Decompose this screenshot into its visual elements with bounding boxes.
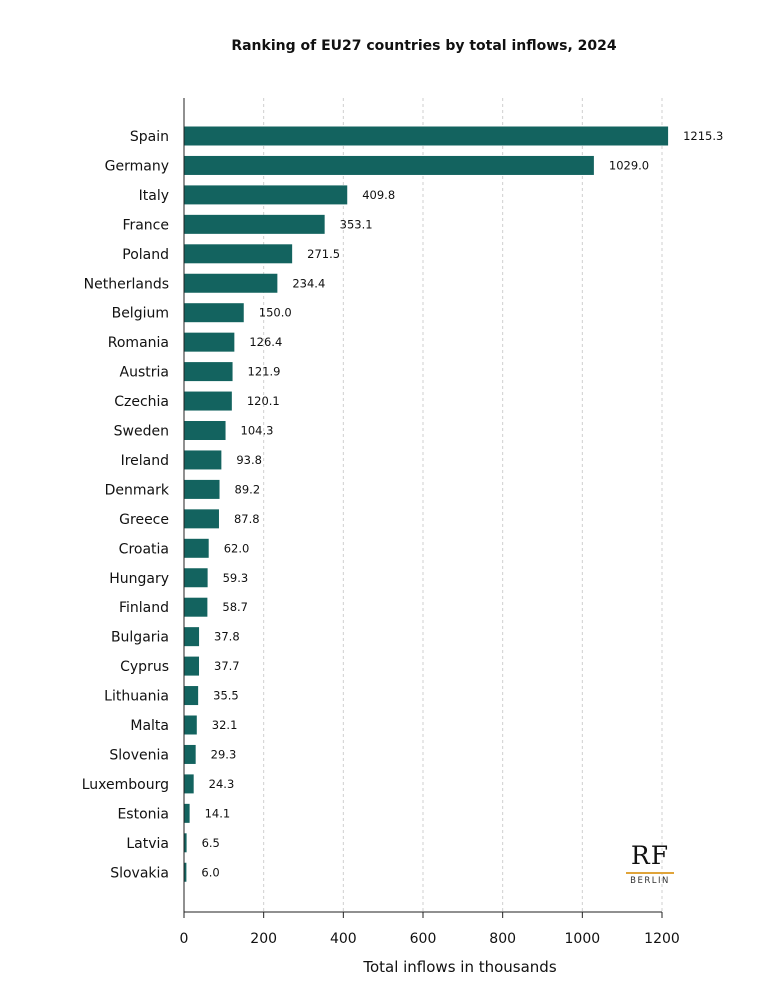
- category-label: Czechia: [114, 394, 169, 410]
- category-label: Malta: [130, 718, 169, 734]
- value-label: 37.7: [214, 659, 240, 673]
- bar: [184, 450, 222, 470]
- logo-subtext: BERLIN: [630, 876, 670, 886]
- value-label: 120.1: [247, 394, 280, 408]
- value-label: 271.5: [307, 247, 340, 261]
- bar: [184, 214, 325, 234]
- value-label: 93.8: [236, 453, 262, 467]
- bar: [184, 479, 220, 499]
- logo: RF BERLIN: [622, 842, 678, 886]
- category-label: Netherlands: [84, 276, 169, 292]
- value-label: 89.2: [235, 482, 261, 496]
- category-label: Bulgaria: [111, 630, 169, 646]
- bar: [184, 538, 209, 558]
- bar: [184, 862, 187, 882]
- category-label: Hungary: [109, 571, 169, 587]
- category-label: Croatia: [119, 541, 169, 557]
- x-tick-label: 800: [489, 931, 516, 947]
- value-label: 35.5: [213, 689, 239, 703]
- category-label: Finland: [119, 600, 169, 616]
- value-label: 32.1: [212, 718, 238, 732]
- bar: [184, 332, 235, 352]
- bar: [184, 686, 199, 706]
- bar: [184, 185, 348, 205]
- value-label: 58.7: [222, 600, 248, 614]
- bar: [184, 155, 594, 175]
- category-label: Latvia: [126, 836, 169, 852]
- x-tick-label: 200: [250, 931, 277, 947]
- category-label: Estonia: [117, 806, 169, 822]
- value-label: 24.3: [209, 777, 235, 791]
- category-label: Ireland: [121, 453, 169, 469]
- bar: [184, 244, 293, 264]
- logo-text: RF: [630, 841, 670, 870]
- value-label: 29.3: [211, 747, 237, 761]
- category-label: Poland: [122, 247, 169, 263]
- category-label: Austria: [120, 365, 169, 381]
- bar: [184, 362, 233, 382]
- bar: [184, 833, 187, 853]
- value-label: 409.8: [362, 188, 395, 202]
- x-tick-label: 400: [330, 931, 357, 947]
- x-tick-label: 0: [180, 931, 189, 947]
- category-label: Cyprus: [120, 659, 169, 675]
- category-label: Italy: [139, 188, 169, 204]
- value-label: 1215.3: [683, 129, 723, 143]
- value-label: 126.4: [249, 335, 282, 349]
- x-tick-label: 1200: [644, 931, 680, 947]
- bar: [184, 774, 194, 794]
- bar: [184, 391, 232, 411]
- bar: [184, 656, 200, 676]
- value-label: 234.4: [292, 276, 325, 290]
- category-label: France: [122, 217, 169, 233]
- bar: [184, 597, 208, 617]
- category-label: Denmark: [105, 482, 170, 498]
- bar: [184, 421, 226, 440]
- category-label: Greece: [119, 512, 169, 528]
- bar: [184, 568, 208, 588]
- value-label: 6.5: [202, 836, 220, 850]
- bar: [184, 803, 190, 823]
- value-label: 6.0: [201, 865, 219, 879]
- chart-title: Ranking of EU27 countries by total inflo…: [231, 38, 617, 54]
- x-axis-label: Total inflows in thousands: [363, 958, 557, 976]
- x-tick-label: 1000: [565, 931, 601, 947]
- category-label: Spain: [130, 129, 169, 145]
- logo-divider: [626, 872, 674, 874]
- value-label: 62.0: [224, 541, 250, 555]
- bar: [184, 303, 244, 323]
- bar: [184, 744, 196, 764]
- value-label: 14.1: [205, 806, 231, 820]
- bar: [184, 715, 197, 735]
- value-label: 59.3: [223, 571, 249, 585]
- value-label: 150.0: [259, 306, 292, 320]
- bar: [184, 126, 669, 146]
- category-label: Lithuania: [104, 689, 169, 705]
- category-label: Belgium: [112, 306, 169, 322]
- category-label: Romania: [108, 335, 169, 351]
- value-label: 353.1: [340, 217, 373, 231]
- bar: [184, 509, 219, 529]
- category-label: Luxembourg: [82, 777, 169, 793]
- category-label: Slovenia: [109, 747, 169, 763]
- value-label: 87.8: [234, 512, 260, 526]
- value-label: 37.8: [214, 630, 240, 644]
- value-label: 1029.0: [609, 158, 649, 172]
- value-label: 104.3: [241, 424, 274, 438]
- x-tick-label: 600: [410, 931, 437, 947]
- bar: [184, 627, 200, 647]
- category-label: Slovakia: [110, 865, 169, 881]
- category-label: Germany: [105, 158, 169, 174]
- bar: [184, 273, 278, 293]
- category-label: Sweden: [114, 424, 169, 440]
- value-label: 121.9: [248, 365, 281, 379]
